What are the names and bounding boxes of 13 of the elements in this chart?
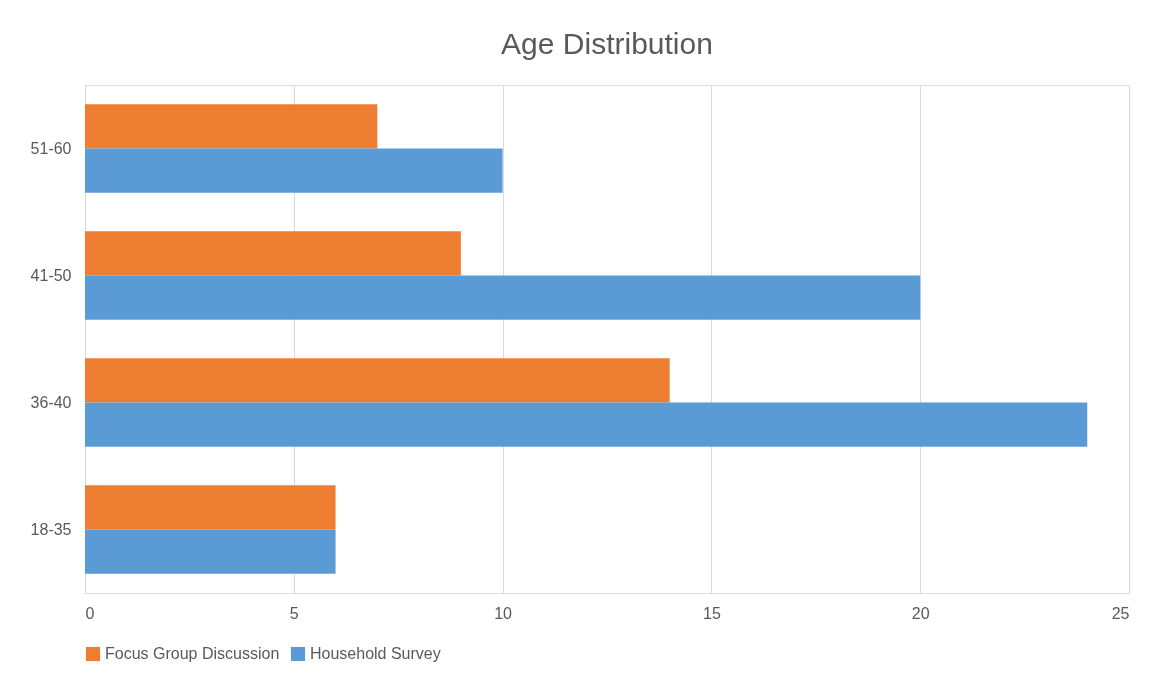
legend-label: Household Survey	[310, 645, 441, 662]
y-tick-label: 41-50	[30, 266, 72, 284]
y-tick-label: 18-35	[30, 520, 72, 538]
chart-title: Age Distribution	[501, 27, 713, 60]
y-tick-label: 51-60	[30, 139, 72, 157]
x-tick-label: 20	[911, 604, 930, 622]
x-tick-label: 0	[85, 604, 95, 622]
x-tick-label: 10	[494, 604, 513, 622]
x-tick-label: 15	[703, 604, 721, 622]
x-tick-label: 5	[289, 604, 299, 622]
legend-label: Focus Group Discussion	[105, 645, 280, 662]
x-tick-label: 25	[1111, 604, 1130, 622]
y-tick-label: 36-40	[30, 393, 72, 411]
